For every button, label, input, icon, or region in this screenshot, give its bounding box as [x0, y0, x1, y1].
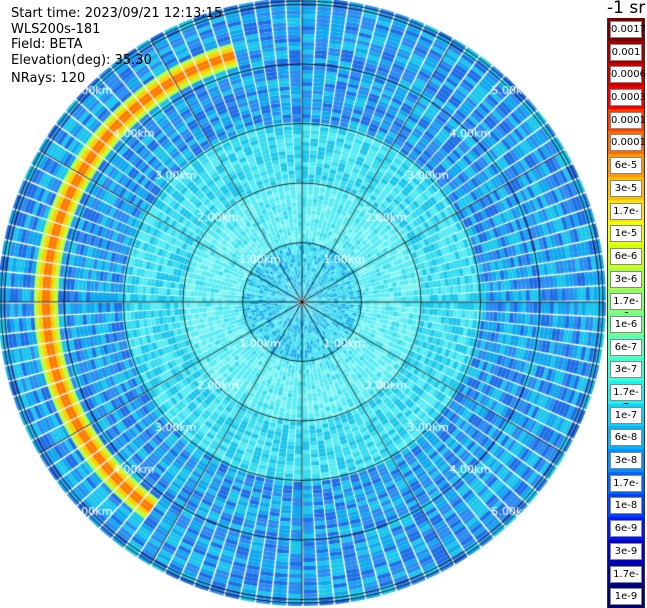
colorbar-tick-label: 3e-5 — [610, 179, 642, 197]
colorbar-tick-label: 3e-9 — [610, 542, 642, 560]
colorbar-cell: 3e-7 — [607, 358, 645, 381]
colorbar-tick-label: 1e-6 — [610, 315, 642, 333]
colorbar-tick-label: 0.0017 — [610, 21, 646, 38]
colorbar-tick-label: 0.001 — [610, 43, 642, 61]
colorbar-cell: 1e-7 — [607, 403, 645, 427]
colorbar-cell: 1.7e-7 — [607, 381, 645, 413]
colorbar-tick-label: 1.7e-9 — [610, 565, 642, 595]
device-name-text: WLS200s-181 — [11, 22, 101, 37]
start-time-text: Start time: 2023/09/21 12:13:15 — [11, 6, 223, 21]
colorbar-cell: 0.00017 — [607, 108, 647, 132]
colorbar-tick-label: 1.7e-5 — [610, 202, 642, 232]
field-text: Field: BETA — [11, 37, 83, 52]
colorbar-cell: 1.7e-5 — [607, 199, 645, 232]
colorbar-tick-label: 3e-8 — [610, 452, 642, 470]
colorbar-cell: 6e-5 — [607, 154, 645, 177]
colorbar-tick-label: 6e-6 — [610, 247, 642, 265]
colorbar-cell: 1e-5 — [607, 222, 645, 245]
colorbar-cell: 3e-9 — [607, 539, 645, 563]
colorbar-tick-label: 1e-8 — [610, 497, 642, 515]
colorbar-tick-label: 1e-5 — [610, 225, 642, 243]
colorbar-tick-label: 1.7e-7 — [610, 384, 642, 413]
colorbar-tick-label: 3e-7 — [610, 361, 642, 379]
ppi-scan-plot — [0, 0, 607, 607]
colorbar-cell: 1e-6 — [607, 312, 645, 336]
colorbar-unit-title: -1 sr — [607, 0, 646, 18]
nrays-text: NRays: 120 — [11, 71, 86, 86]
colorbar-cell: 6e-8 — [607, 426, 645, 450]
colorbar-tick-label: 0.0001 — [610, 134, 646, 152]
colorbar-cell: 0.001 — [607, 40, 645, 64]
colorbar-cell: 1e-9 — [607, 585, 645, 608]
colorbar-tick-label: 0.0003 — [610, 89, 646, 107]
colorbar-tick-label: 1.7e-8 — [610, 474, 642, 504]
colorbar-tick-label: 0.00017 — [610, 111, 647, 129]
colorbar-cell: 6e-7 — [607, 335, 645, 359]
colorbar-cell: 1.7e-9 — [607, 562, 645, 595]
colorbar-tick-label: 0.0006 — [610, 66, 646, 84]
colorbar-cell: 0.0006 — [607, 63, 646, 87]
colorbar-tick-label: 6e-5 — [610, 157, 642, 175]
colorbar-cell: 3e-6 — [607, 267, 645, 291]
colorbar-tick-label: 6e-7 — [610, 338, 642, 356]
colorbar-tick-label: 6e-8 — [610, 429, 642, 447]
colorbar-cell: 1.7e-8 — [607, 471, 645, 504]
colorbar-cell: 0.0003 — [607, 86, 646, 109]
colorbar-tick-label: 1.7e-6 — [610, 293, 642, 322]
colorbar-cell: 1e-8 — [607, 494, 645, 518]
colorbar-cell: 1.7e-6 — [607, 290, 645, 322]
colorbar-tick-label: 3e-6 — [610, 270, 642, 288]
colorbar-cell: 3e-8 — [607, 449, 645, 472]
elevation-text: Elevation(deg): 35.30 — [11, 53, 152, 68]
colorbar-cell: 6e-6 — [607, 244, 645, 268]
colorbar-tick-label: 1e-7 — [610, 406, 642, 424]
colorbar-tick-label: 1e-9 — [610, 588, 642, 606]
colorbar-cell: 3e-5 — [607, 176, 645, 200]
colorbar: 0.0017 0.001 0.0006 0.0003 0.00017 0.0001 6e-5… — [607, 18, 647, 608]
colorbar-cell: 6e-9 — [607, 517, 645, 540]
colorbar-cell: 0.0001 — [607, 131, 646, 155]
colorbar-tick-label: 6e-9 — [610, 520, 642, 538]
colorbar-cell: 0.0017 — [607, 18, 646, 41]
